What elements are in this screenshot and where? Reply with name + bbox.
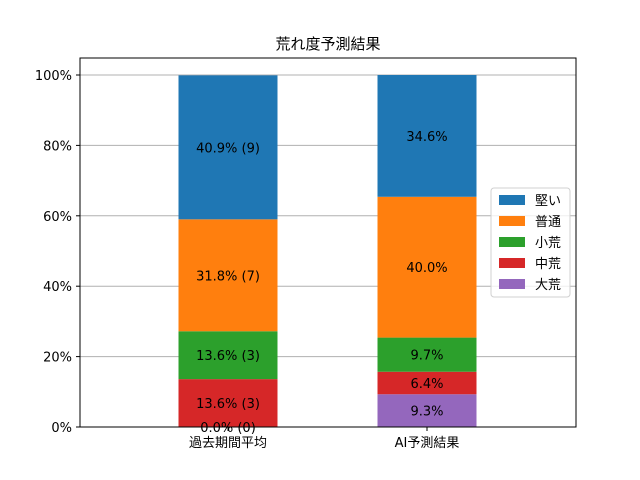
bar-segment [178,219,278,332]
bar-segment [178,331,278,380]
bar-segment [377,394,477,427]
segment-label: 31.8% (7) [196,269,260,284]
segment-label: 13.6% (3) [196,397,260,412]
x-axis: 過去期間平均 AI予測結果 [189,427,459,451]
segment-labels: 0.0% (0)13.6% (3)13.6% (3)31.8% (7)40.9%… [196,130,448,436]
legend-swatch [499,237,525,247]
legend-box [490,187,571,298]
bar-segment [377,196,477,338]
segment-label: 40.0% [406,261,447,276]
bar-segment [178,75,278,220]
bars [178,75,477,427]
y-tick-label: 0% [51,421,72,436]
segment-label: 40.9% (9) [196,141,260,156]
plot-frame [79,57,577,428]
y-tick-label: 100% [35,69,72,84]
bar-segment [377,371,477,395]
segment-label: 9.7% [410,349,443,364]
segment-label: 9.3% [410,405,443,420]
legend-swatch [499,216,525,226]
segment-label: 6.4% [410,377,443,392]
segment-label: 34.6% [406,130,447,145]
legend-label: 小荒 [535,236,561,251]
legend-label: 大荒 [535,278,561,293]
bar-segment [377,75,477,197]
bar-segment [178,379,278,427]
bar-segment [377,337,477,372]
chart-title: 荒れ度予測結果 [275,35,380,53]
y-tick-label: 60% [43,210,72,225]
y-tick-label: 20% [43,351,72,366]
legend-label: 普通 [535,215,561,230]
legend-swatch [499,195,525,205]
y-axis: 0% 20% 40% 60% 80% 100% [35,69,80,436]
x-tick-label: AI予測結果 [395,436,460,451]
legend-label: 堅い [535,194,561,209]
y-tick-label: 40% [43,280,72,295]
legend-label: 中荒 [535,257,561,272]
segment-label: 13.6% (3) [196,349,260,364]
y-tick-label: 80% [43,139,72,154]
legend-swatch [499,258,525,268]
legend-swatch [499,279,525,289]
x-tick-label: 過去期間平均 [189,436,267,451]
